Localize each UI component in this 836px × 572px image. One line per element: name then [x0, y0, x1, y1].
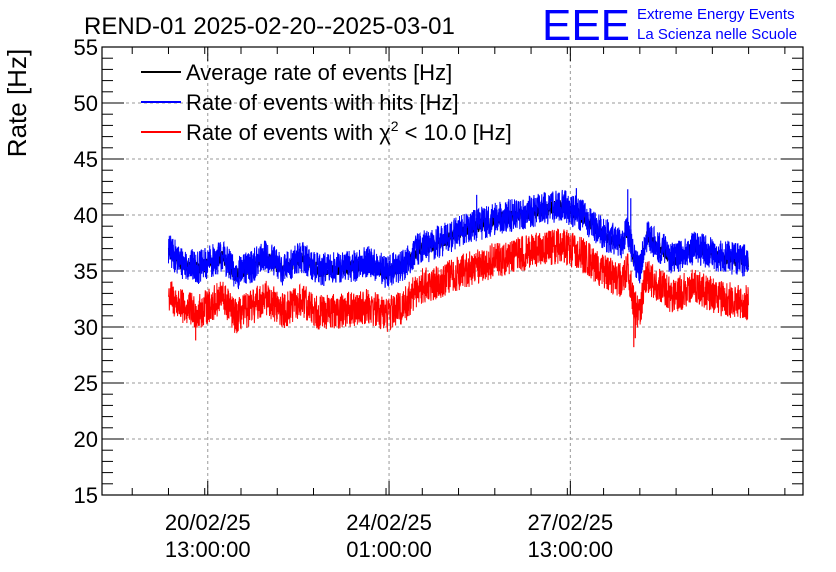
logo-mark: EEE — [542, 1, 630, 50]
x-tick-label-time: 13:00:00 — [165, 537, 251, 562]
chart-title: REND-01 2025-02-20--2025-03-01 — [84, 13, 455, 40]
legend-label: Rate of events with hits [Hz] — [186, 90, 459, 115]
x-tick-label-date: 27/02/25 — [528, 510, 614, 535]
series-layer — [167, 188, 749, 348]
y-tick-label: 30 — [74, 315, 98, 340]
x-tick-label-time: 01:00:00 — [346, 537, 432, 562]
legend-label: Rate of events with χ2 < 10.0 [Hz] — [186, 118, 512, 145]
y-tick-label: 15 — [74, 483, 98, 508]
grid — [102, 47, 803, 495]
y-axis-label: Rate [Hz] — [2, 49, 32, 157]
y-tick-label: 35 — [74, 259, 98, 284]
x-tick-label-time: 13:00:00 — [528, 537, 614, 562]
y-tick-label: 25 — [74, 371, 98, 396]
x-tick-label-date: 20/02/25 — [165, 510, 251, 535]
legend: Average rate of events [Hz] Rate of event… — [141, 60, 512, 145]
legend-label-rest: < 10.0 [Hz] — [399, 120, 512, 145]
y-tick-label: 40 — [74, 203, 98, 228]
legend-superscript: 2 — [391, 118, 399, 134]
logo-line-1: Extreme Energy Events — [637, 6, 795, 23]
y-tick-label: 50 — [74, 91, 98, 116]
y-tick-label: 55 — [74, 35, 98, 60]
series-line — [167, 228, 749, 334]
legend-label: Average rate of events [Hz] — [186, 60, 452, 85]
logo-line-2: La Scienza nelle Scuole — [637, 26, 797, 43]
y-tick-label: 45 — [74, 147, 98, 172]
series-line — [167, 189, 749, 290]
x-tick-label-date: 24/02/25 — [346, 510, 432, 535]
axes: 15202530354045505520/02/2513:00:0024/02/… — [74, 35, 804, 562]
eee-logo: EEE Extreme Energy Events La Scienza nel… — [542, 1, 797, 50]
y-tick-label: 20 — [74, 427, 98, 452]
